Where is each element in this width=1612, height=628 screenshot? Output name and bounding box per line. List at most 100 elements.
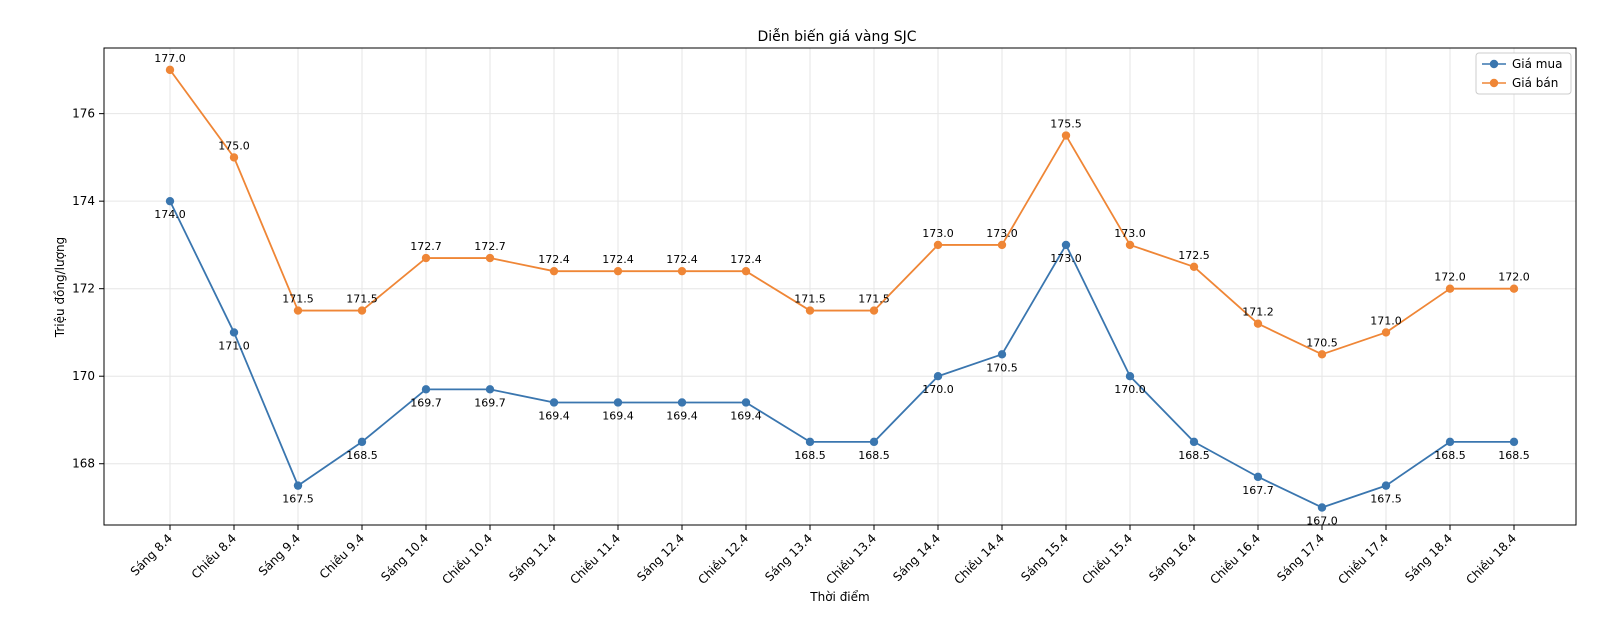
- data-point-gia-ban: [1509, 284, 1519, 293]
- y-tick-label: 174: [72, 194, 95, 208]
- data-label-gia-mua: 169.4: [666, 409, 698, 422]
- data-point-gia-ban: [293, 306, 303, 315]
- data-point-gia-ban: [1189, 262, 1199, 272]
- data-label-gia-ban: 173.0: [986, 227, 1018, 240]
- data-point-gia-mua: [549, 398, 559, 407]
- y-tick-label: 170: [72, 369, 95, 383]
- legend-marker-gia-ban: [1489, 78, 1499, 88]
- data-label-gia-mua: 168.5: [858, 449, 890, 462]
- data-point-gia-ban: [1253, 319, 1263, 328]
- data-label-gia-mua: 168.5: [794, 449, 826, 462]
- data-point-gia-ban: [1317, 350, 1327, 359]
- data-point-gia-mua: [229, 328, 239, 337]
- data-point-gia-mua: [1317, 503, 1327, 512]
- data-label-gia-ban: 171.5: [858, 293, 890, 306]
- data-point-gia-mua: [613, 398, 623, 407]
- data-point-gia-ban: [357, 306, 367, 315]
- data-label-gia-ban: 171.0: [1370, 314, 1402, 327]
- data-point-gia-ban: [997, 240, 1007, 250]
- data-label-gia-mua: 171.0: [218, 339, 250, 352]
- data-label-gia-ban: 172.5: [1178, 249, 1210, 262]
- data-label-gia-mua: 167.0: [1306, 514, 1338, 527]
- data-point-gia-ban: [1061, 131, 1071, 140]
- data-point-gia-mua: [1253, 472, 1263, 482]
- data-label-gia-mua: 170.0: [1114, 383, 1146, 396]
- data-point-gia-mua: [1125, 372, 1135, 381]
- data-point-gia-ban: [1445, 284, 1455, 293]
- data-label-gia-ban: 172.0: [1434, 271, 1466, 284]
- legend: Giá mua Giá bán: [1475, 52, 1572, 95]
- data-point-gia-ban: [485, 253, 495, 263]
- data-point-gia-ban: [229, 153, 239, 162]
- data-point-gia-ban: [613, 266, 623, 276]
- data-label-gia-ban: 172.4: [602, 253, 634, 266]
- data-point-gia-mua: [357, 437, 367, 447]
- data-label-gia-ban: 171.5: [346, 293, 378, 306]
- data-label-gia-mua: 168.5: [1178, 449, 1210, 462]
- data-point-gia-ban: [421, 253, 431, 263]
- legend-label-gia-mua: Giá mua: [1512, 57, 1562, 71]
- data-point-gia-ban: [741, 266, 751, 276]
- data-label-gia-mua: 169.4: [730, 409, 762, 422]
- data-label-gia-mua: 167.7: [1242, 484, 1274, 497]
- data-label-gia-mua: 170.0: [922, 383, 954, 396]
- y-tick-label: 176: [72, 107, 95, 121]
- data-label-gia-ban: 175.5: [1050, 118, 1082, 131]
- y-axis-label: Triệu đồng/lượng: [53, 237, 67, 338]
- data-label-gia-ban: 172.4: [730, 253, 762, 266]
- data-point-gia-mua: [741, 398, 751, 407]
- data-point-gia-mua: [869, 437, 879, 447]
- data-point-gia-ban: [805, 306, 815, 315]
- y-tick-label: 168: [72, 457, 95, 471]
- data-label-gia-mua: 168.5: [1434, 449, 1466, 462]
- data-label-gia-ban: 171.2: [1242, 306, 1274, 319]
- data-point-gia-mua: [421, 385, 431, 394]
- data-point-gia-mua: [165, 196, 175, 206]
- data-label-gia-ban: 173.0: [922, 227, 954, 240]
- data-label-gia-ban: 172.4: [538, 253, 570, 266]
- data-label-gia-mua: 174.0: [154, 208, 186, 221]
- data-point-gia-mua: [933, 372, 943, 381]
- data-point-gia-ban: [165, 65, 175, 75]
- data-point-gia-mua: [1189, 437, 1199, 447]
- data-point-gia-ban: [869, 306, 879, 315]
- plot-frame: [103, 47, 1577, 526]
- data-label-gia-mua: 169.7: [474, 396, 506, 409]
- data-label-gia-mua: 168.5: [346, 449, 378, 462]
- data-point-gia-mua: [293, 481, 303, 490]
- legend-label-gia-ban: Giá bán: [1512, 76, 1558, 90]
- data-point-gia-ban: [677, 266, 687, 276]
- data-point-gia-ban: [1381, 328, 1391, 337]
- data-label-gia-mua: 169.4: [602, 409, 634, 422]
- data-point-gia-mua: [1381, 481, 1391, 490]
- data-label-gia-ban: 172.7: [474, 240, 506, 253]
- data-label-gia-mua: 167.5: [282, 493, 314, 506]
- data-label-gia-ban: 170.5: [1306, 336, 1338, 349]
- data-label-gia-mua: 167.5: [1370, 493, 1402, 506]
- data-label-gia-ban: 171.5: [794, 293, 826, 306]
- data-point-gia-mua: [677, 398, 687, 407]
- data-label-gia-ban: 173.0: [1114, 227, 1146, 240]
- data-point-gia-mua: [485, 385, 495, 394]
- data-point-gia-mua: [1061, 240, 1071, 250]
- data-label-gia-ban: 172.7: [410, 240, 442, 253]
- data-label-gia-mua: 168.5: [1498, 449, 1530, 462]
- data-label-gia-mua: 169.7: [410, 396, 442, 409]
- data-point-gia-ban: [549, 266, 559, 276]
- data-point-gia-ban: [1125, 240, 1135, 250]
- chart-title: Diễn biến giá vàng SJC: [758, 28, 917, 45]
- series-line-gia-mua: [169, 200, 1514, 509]
- series-line-gia-ban: [169, 69, 1514, 356]
- data-label-gia-ban: 171.5: [282, 293, 314, 306]
- legend-marker-gia-mua: [1489, 59, 1499, 69]
- data-point-gia-mua: [1445, 437, 1455, 447]
- data-label-gia-mua: 170.5: [986, 361, 1018, 374]
- data-point-gia-ban: [933, 240, 943, 250]
- data-label-gia-mua: 169.4: [538, 409, 570, 422]
- data-label-gia-ban: 172.0: [1498, 271, 1530, 284]
- y-tick-label: 172: [72, 282, 95, 296]
- data-point-gia-mua: [997, 350, 1007, 359]
- data-label-gia-ban: 175.0: [218, 139, 250, 152]
- data-point-gia-mua: [1509, 437, 1519, 447]
